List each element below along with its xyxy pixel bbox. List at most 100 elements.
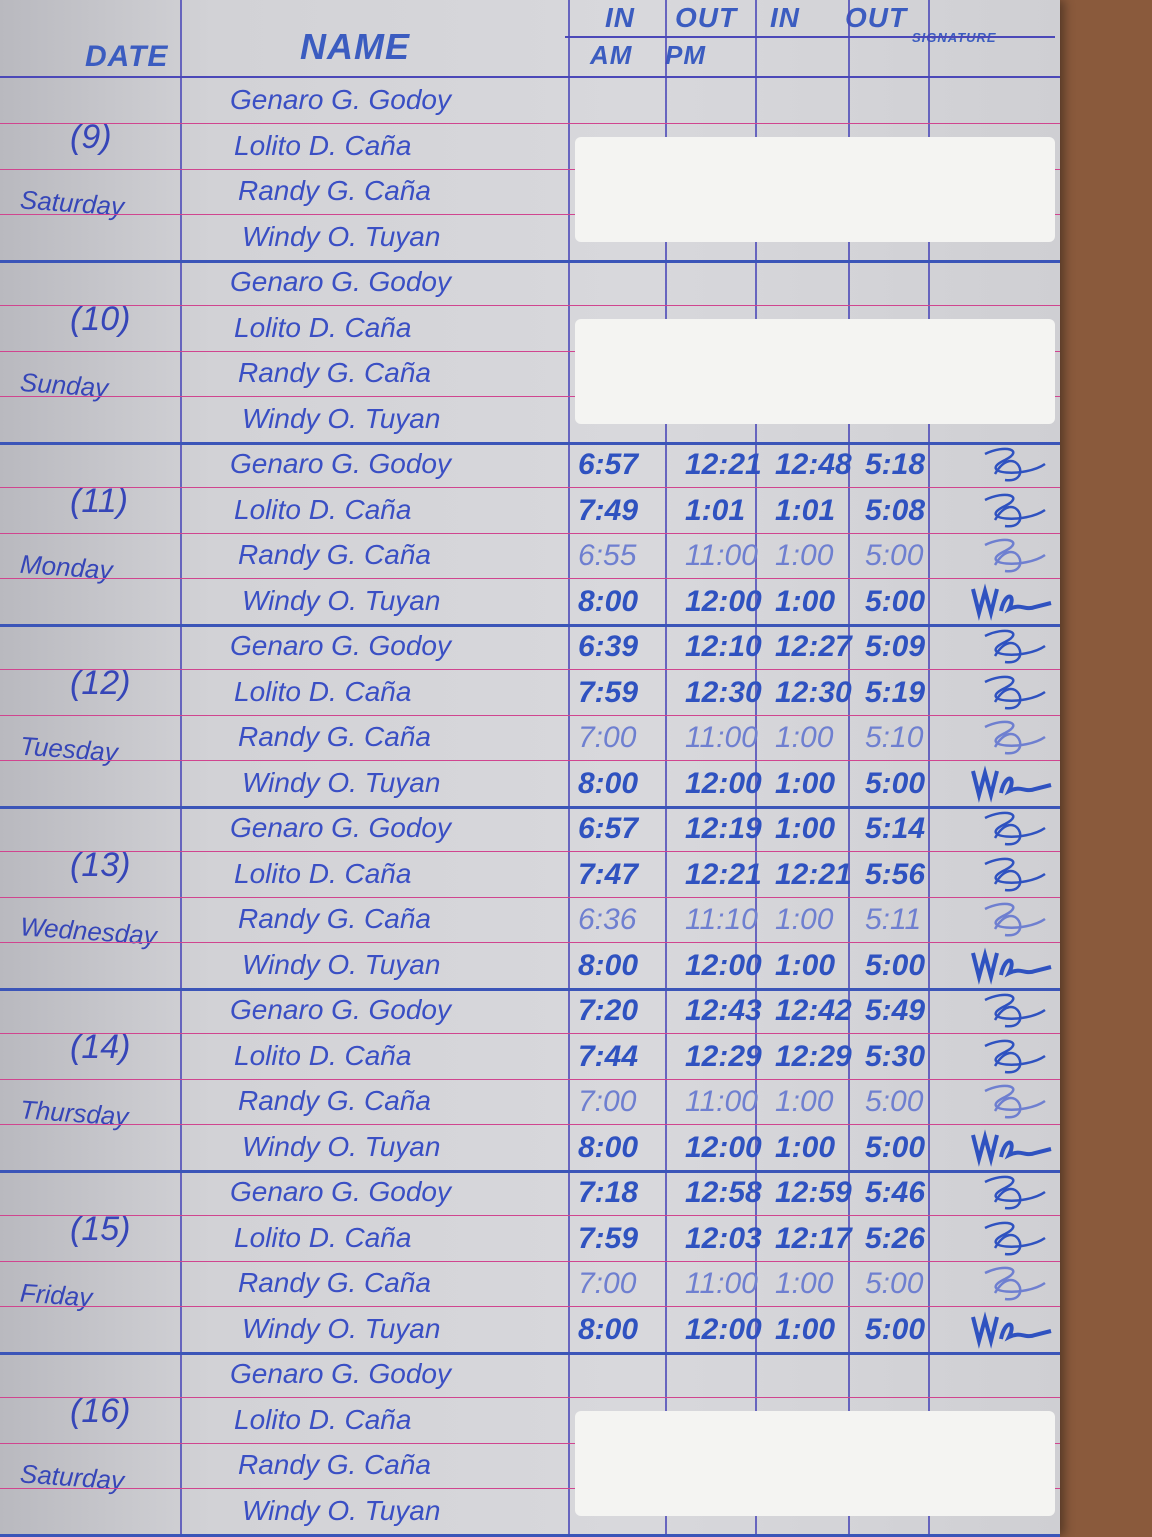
time-out-pm: 12:29	[685, 1039, 762, 1073]
employee-name: Lolito D. Caña	[234, 857, 412, 889]
time-out-pm: 12:00	[685, 1130, 762, 1164]
employee-name: Windy O. Tuyan	[242, 1130, 441, 1162]
time-in: 1:00	[775, 539, 834, 572]
employee-name: Lolito D. Caña	[234, 311, 412, 343]
time-in: 1:00	[775, 1085, 834, 1118]
table-row: Windy O. Tuyan 8:00 12:00 1:00 5:00	[0, 579, 1060, 627]
employee-name: Randy G. Caña	[238, 1267, 431, 1298]
time-in-am: 8:00	[578, 584, 639, 618]
time-out: 5:09	[865, 630, 926, 663]
time-in-am: 6:36	[578, 903, 637, 936]
header-in: IN	[770, 2, 800, 33]
day-number: (11)	[70, 482, 128, 520]
time-out-pm: 12:00	[685, 766, 762, 800]
employee-name: Lolito D. Caña	[234, 493, 412, 525]
time-in-am: 7:59	[578, 1221, 639, 1255]
time-out: 5:00	[865, 948, 926, 982]
table-row: Genaro G. Godoy 6:57 12:19 1:00 5:14	[0, 806, 1060, 852]
signature-scribble-icon	[984, 1266, 1046, 1301]
employee-name: Lolito D. Caña	[234, 1221, 412, 1253]
signature-scribble-icon	[984, 675, 1046, 709]
time-in-am: 6:57	[578, 812, 639, 845]
employee-name: Genaro G. Godoy	[230, 812, 452, 843]
time-out-pm: 12:58	[685, 1176, 762, 1209]
time-out-pm: 12:19	[685, 812, 762, 845]
time-in: 1:00	[775, 766, 836, 800]
time-out-pm: 12:43	[685, 994, 762, 1027]
day-number: (15)	[70, 1210, 131, 1248]
time-out-pm: 12:21	[685, 448, 762, 481]
time-in-am: 7:00	[578, 1267, 637, 1300]
table-row: Windy O. Tuyan 8:00 12:00 1:00 5:00	[0, 1125, 1060, 1173]
day-number: (10)	[70, 300, 131, 338]
time-in: 12:29	[775, 1039, 852, 1073]
time-in: 1:00	[775, 1312, 836, 1346]
employee-name: Lolito D. Caña	[234, 129, 412, 161]
header-pm: PM	[665, 40, 706, 70]
time-out-pm: 11:00	[685, 1267, 758, 1300]
time-in: 1:00	[775, 1130, 836, 1164]
signature-scribble-icon	[984, 720, 1046, 755]
table-row: Randy G. Caña 7:00 11:00 1:00 5:10	[0, 715, 1060, 761]
employee-name: Randy G. Caña	[238, 721, 431, 752]
signature-scribble-icon	[971, 1128, 1052, 1167]
table-row: Genaro G. Godoy 6:39 12:10 12:27 5:09	[0, 624, 1060, 670]
time-out-pm: 11:00	[685, 1085, 758, 1118]
header-divider	[565, 36, 1055, 38]
time-out: 5:46	[865, 1176, 926, 1209]
time-out: 5:00	[865, 1130, 926, 1164]
time-in: 12:17	[775, 1221, 852, 1255]
employee-name: Randy G. Caña	[238, 903, 431, 934]
time-out: 5:11	[865, 903, 922, 936]
time-in-am: 7:20	[578, 994, 639, 1027]
time-in-am: 7:47	[578, 857, 639, 891]
time-in: 1:00	[775, 948, 836, 982]
time-in-am: 8:00	[578, 948, 639, 982]
time-out: 5:00	[865, 1267, 924, 1300]
signature-scribble-icon	[984, 1221, 1046, 1255]
table-row: Lolito D. Caña 7:44 12:29 12:29 5:30	[0, 1034, 1060, 1080]
time-in: 1:00	[775, 1267, 834, 1300]
employee-name: Lolito D. Caña	[234, 1039, 412, 1071]
signature-scribble-icon	[971, 946, 1052, 985]
time-out-pm: 12:10	[685, 630, 762, 663]
employee-name: Lolito D. Caña	[234, 1403, 412, 1435]
employee-name: Windy O. Tuyan	[242, 1312, 441, 1344]
table-row: Lolito D. Caña	[0, 306, 1060, 352]
time-out: 5:19	[865, 675, 926, 709]
time-in: 1:00	[775, 584, 836, 618]
time-out-pm: 12:03	[685, 1221, 762, 1255]
employee-name: Genaro G. Godoy	[230, 84, 452, 115]
employee-name: Randy G. Caña	[238, 357, 431, 388]
time-in-am: 7:00	[578, 721, 637, 754]
time-in: 1:00	[775, 721, 834, 754]
time-out: 5:18	[865, 448, 926, 481]
employee-name: Windy O. Tuyan	[242, 584, 441, 616]
time-out: 5:00	[865, 539, 924, 572]
signature-scribble-icon	[984, 629, 1046, 664]
table-row: Genaro G. Godoy 6:57 12:21 12:48 5:18	[0, 442, 1060, 488]
table-row: Genaro G. Godoy	[0, 260, 1060, 306]
time-out-pm: 12:21	[685, 857, 762, 891]
day-number: (16)	[70, 1392, 131, 1430]
time-in-am: 8:00	[578, 1312, 639, 1346]
employee-name: Windy O. Tuyan	[242, 948, 441, 980]
time-out: 5:00	[865, 766, 926, 800]
table-row: Randy G. Caña	[0, 1443, 1060, 1489]
column-rule	[665, 0, 667, 1536]
signature-scribble-icon	[984, 902, 1046, 937]
table-row: Lolito D. Caña 7:47 12:21 12:21 5:56	[0, 852, 1060, 898]
column-rule	[848, 0, 850, 1536]
employee-name: Lolito D. Caña	[234, 675, 412, 707]
table-row: Randy G. Caña 6:36 11:10 1:00 5:11	[0, 897, 1060, 943]
time-out-pm: 12:00	[685, 584, 762, 618]
table-row: Randy G. Caña 7:00 11:00 1:00 5:00	[0, 1079, 1060, 1125]
time-in: 1:01	[775, 493, 836, 527]
table-row: Lolito D. Caña 7:59 12:30 12:30 5:19	[0, 670, 1060, 716]
table-row: Windy O. Tuyan	[0, 1489, 1060, 1537]
time-in: 12:21	[775, 857, 852, 891]
time-out-pm: 11:00	[685, 721, 758, 754]
time-out-pm: 11:10	[685, 903, 758, 936]
column-rule	[928, 0, 930, 1536]
time-in-am: 6:55	[578, 539, 637, 572]
